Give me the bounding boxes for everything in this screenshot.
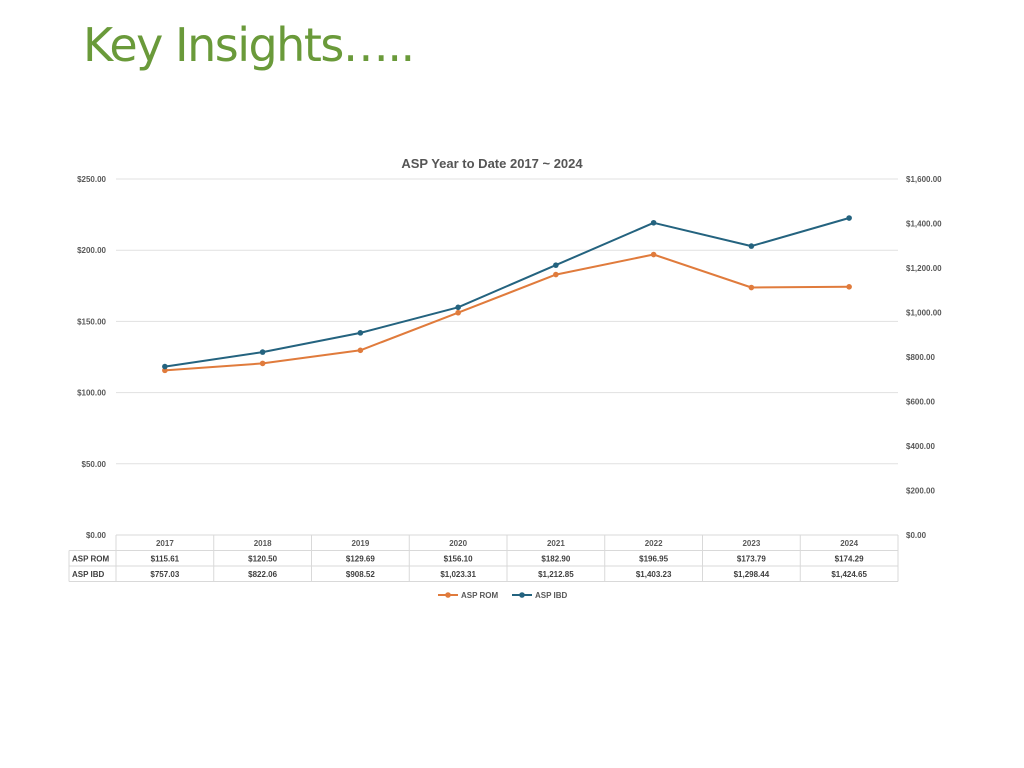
data-label: $1,424.65 <box>831 570 867 579</box>
y-right-tick-label: $400.00 <box>906 442 935 451</box>
x-tick-label: 2024 <box>840 539 858 548</box>
data-label: $120.50 <box>248 554 277 563</box>
legend-label: ASP IBD <box>535 591 568 600</box>
x-tick-label: 2023 <box>742 539 760 548</box>
data-label: $196.95 <box>639 554 668 563</box>
legend-marker <box>519 592 525 598</box>
data-point-asp-ibd <box>846 215 852 221</box>
x-tick-label: 2019 <box>351 539 369 548</box>
data-point-asp-ibd <box>650 219 657 226</box>
y-right-tick-label: $1,600.00 <box>906 175 942 184</box>
y-left-tick-label: $50.00 <box>82 460 107 469</box>
table-row-label: ASP IBD <box>72 570 105 579</box>
slide-title: Key Insights….. <box>83 18 415 72</box>
y-left-tick-label: $150.00 <box>77 317 106 326</box>
data-label: $757.03 <box>150 570 179 579</box>
data-label: $156.10 <box>444 554 473 563</box>
legend-entry: ASP ROM <box>438 591 499 600</box>
data-label: $1,212.85 <box>538 570 574 579</box>
data-label: $1,403.23 <box>636 570 672 579</box>
table-row-label: ASP ROM <box>72 554 110 563</box>
data-point-asp-rom <box>259 360 266 367</box>
data-label: $1,023.31 <box>440 570 476 579</box>
data-label: $129.69 <box>346 554 375 563</box>
data-label: $822.06 <box>248 570 277 579</box>
data-label: $173.79 <box>737 554 766 563</box>
legend-marker <box>445 592 451 598</box>
data-point-asp-rom <box>650 251 657 258</box>
data-point-asp-ibd <box>455 304 461 311</box>
data-point-asp-rom <box>553 271 559 278</box>
data-label: $182.90 <box>541 554 570 563</box>
y-right-tick-label: $1,200.00 <box>906 264 942 273</box>
y-right-tick-label: $600.00 <box>906 398 935 407</box>
y-left-tick-label: $100.00 <box>77 389 106 398</box>
data-point-asp-rom <box>748 284 755 291</box>
data-point-asp-ibd <box>162 363 168 370</box>
legend-entry: ASP IBD <box>512 591 568 600</box>
data-point-asp-rom <box>846 284 852 290</box>
y-left-tick-label: $0.00 <box>86 531 107 540</box>
data-point-asp-ibd <box>357 330 364 336</box>
data-label: $174.29 <box>835 554 864 563</box>
legend-label: ASP ROM <box>461 591 499 600</box>
data-label: $115.61 <box>151 554 180 563</box>
y-left-tick-label: $250.00 <box>77 175 106 184</box>
y-right-tick-label: $1,400.00 <box>906 220 942 229</box>
x-tick-label: 2021 <box>547 539 565 548</box>
data-label: $908.52 <box>346 570 375 579</box>
x-tick-label: 2018 <box>254 539 272 548</box>
series-line-asp-rom <box>164 253 850 372</box>
y-right-tick-label: $200.00 <box>906 487 935 496</box>
data-label: $1,298.44 <box>734 570 770 579</box>
data-point-asp-ibd <box>259 349 266 355</box>
data-point-asp-rom <box>455 309 461 316</box>
data-point-asp-rom <box>357 347 364 354</box>
data-point-asp-ibd <box>553 262 559 268</box>
y-left-tick-label: $200.00 <box>77 246 106 255</box>
x-tick-label: 2022 <box>645 539 663 548</box>
y-right-tick-label: $1,000.00 <box>906 309 942 318</box>
series-line-asp-ibd <box>164 217 850 368</box>
y-right-tick-label: $0.00 <box>906 531 927 540</box>
x-tick-label: 2017 <box>156 539 174 548</box>
data-point-asp-ibd <box>748 243 755 249</box>
y-right-tick-label: $800.00 <box>906 353 935 362</box>
chart-title: ASP Year to Date 2017 ~ 2024 <box>401 156 583 171</box>
x-tick-label: 2020 <box>449 539 467 548</box>
